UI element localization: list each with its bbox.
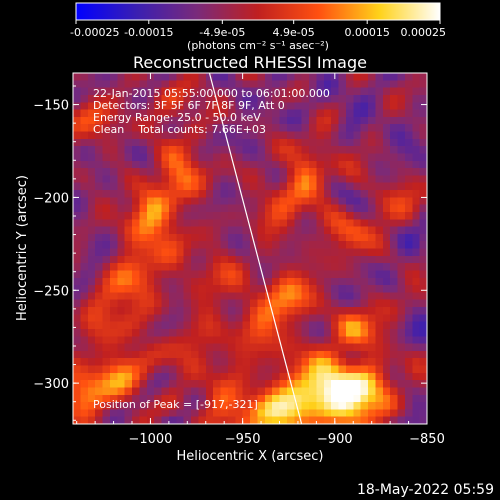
x-tick-label: −950: [225, 432, 261, 447]
annotation-detectors: Detectors: 3F 5F 6F 7F 8F 9F, Att 0: [93, 99, 285, 112]
y-tick-label: −200: [33, 191, 69, 206]
chart-title: Reconstructed RHESSI Image: [133, 53, 367, 72]
annotation-peak-position: Position of Peak = [-917,-321]: [93, 398, 258, 411]
colorbar: -0.00025 -0.00015 -4.9e-05 4.9e-05 0.00015 0.…: [70, 2, 446, 52]
y-tick-label: −150: [33, 99, 69, 114]
annotation-energy-range: Energy Range: 25.0 - 50.0 keV: [93, 111, 261, 124]
x-axis-ticks: −1000 −950 −900 −850: [76, 73, 445, 447]
x-tick-label: −1000: [128, 432, 172, 447]
heatmap-image: [73, 73, 427, 424]
y-tick-label: −300: [33, 377, 69, 392]
colorbar-tick-label: 0.00015: [344, 26, 390, 39]
x-tick-label: −900: [317, 432, 353, 447]
annotation-time-range: 22-Jan-2015 05:55:00.000 to 06:01:00.000: [93, 87, 330, 100]
plot-frame: [72, 72, 428, 425]
x-axis-label: Heliocentric X (arcsec): [177, 449, 324, 464]
plot-area: −1000 −950 −900 −850 −150 −200 −250 −300: [33, 72, 445, 447]
colorbar-ticks: -0.00025 -0.00015 -4.9e-05 4.9e-05 0.00015 0.…: [70, 20, 446, 39]
solar-limb-line: [208, 73, 303, 424]
colorbar-unit-label: (photons cm⁻² s⁻¹ asec⁻²): [187, 39, 329, 52]
annotation-clean-counts: Clean Total counts: 7.66E+03: [93, 123, 266, 136]
colorbar-tick-label: -0.00025: [70, 26, 119, 39]
colorbar-gradient: [75, 2, 441, 21]
colorbar-tick-label: -0.00015: [124, 26, 173, 39]
y-tick-label: −250: [33, 284, 69, 299]
x-tick-label: −850: [409, 432, 445, 447]
y-axis-ticks: −150 −200 −250 −300: [33, 85, 427, 421]
y-axis-label: Heliocentric Y (arcsec): [15, 175, 30, 321]
datestamp: 18-May-2022 05:59: [356, 482, 494, 498]
colorbar-tick-label: -4.9e-05: [199, 26, 245, 39]
colorbar-tick-label: 4.9e-05: [273, 26, 315, 39]
annotations: 22-Jan-2015 05:55:00.000 to 06:01:00.000…: [93, 87, 330, 411]
colorbar-tick-label: 0.00025: [401, 26, 447, 39]
